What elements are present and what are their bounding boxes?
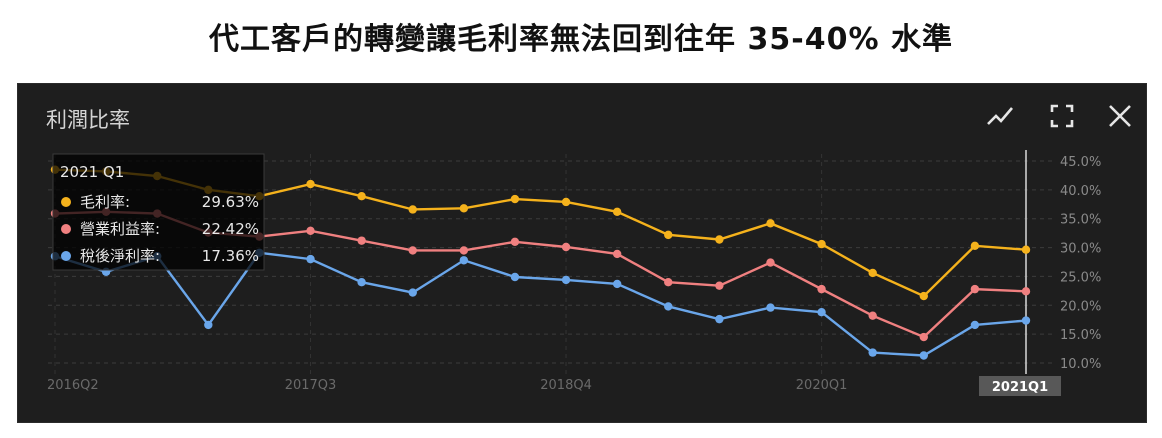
- data-point[interactable]: [868, 348, 877, 357]
- data-point[interactable]: [919, 332, 928, 342]
- data-point[interactable]: [306, 179, 315, 189]
- tooltip-value-gross: 29.63%: [202, 193, 259, 211]
- chart-panel: 利潤比率 2016Q2 2017Q3 2018Q4 2020Q1 2021Q1 10.0…: [17, 83, 1147, 423]
- data-point[interactable]: [715, 281, 724, 290]
- data-point[interactable]: [459, 204, 469, 213]
- data-point[interactable]: [357, 236, 366, 245]
- data-point[interactable]: [664, 278, 673, 287]
- y-tick-label: 30.0%: [1060, 242, 1101, 257]
- data-point[interactable]: [817, 284, 826, 294]
- data-point[interactable]: [510, 237, 520, 246]
- data-point[interactable]: [204, 320, 213, 330]
- data-point[interactable]: [970, 241, 980, 251]
- x-tick-label: 2017Q3: [285, 378, 337, 393]
- data-point[interactable]: [664, 302, 673, 311]
- data-point[interactable]: [357, 192, 366, 201]
- tooltip-label-net: 稅後淨利率:: [80, 247, 160, 265]
- data-point[interactable]: [766, 258, 775, 267]
- data-point[interactable]: [459, 256, 469, 265]
- series-line-2: [54, 251, 1027, 357]
- data-point[interactable]: [664, 230, 673, 240]
- data-point[interactable]: [612, 249, 622, 259]
- panel-title: 利潤比率: [46, 108, 130, 132]
- tooltip-dot-gross: [61, 197, 71, 207]
- y-tick-label: 40.0%: [1060, 184, 1101, 199]
- x-highlight-label: 2021Q1: [992, 380, 1048, 395]
- y-tick-label: 45.0%: [1060, 155, 1101, 170]
- data-point[interactable]: [561, 275, 571, 285]
- data-point[interactable]: [612, 207, 622, 216]
- x-axis: 2016Q2 2017Q3 2018Q4 2020Q1 2021Q1: [47, 376, 1061, 396]
- x-tick-label: 2016Q2: [47, 378, 99, 393]
- tooltip-value-net: 17.36%: [202, 247, 259, 265]
- tooltip-dot-operating: [61, 224, 71, 234]
- data-point[interactable]: [612, 279, 622, 289]
- x-tick-label: 2018Q4: [540, 378, 592, 393]
- x-highlight-label-bg: [979, 376, 1061, 396]
- data-point[interactable]: [408, 288, 417, 297]
- tooltip-label-gross: 毛利率:: [80, 193, 130, 211]
- data-point[interactable]: [817, 239, 826, 249]
- data-point[interactable]: [715, 235, 724, 244]
- data-point[interactable]: [919, 291, 928, 301]
- data-point[interactable]: [766, 219, 775, 228]
- data-point[interactable]: [561, 242, 571, 252]
- data-point[interactable]: [306, 226, 315, 236]
- grid: [48, 150, 1054, 374]
- data-point[interactable]: [510, 272, 520, 282]
- y-tick-label: 25.0%: [1060, 270, 1101, 285]
- data-point[interactable]: [408, 246, 417, 255]
- tooltip-dot-net: [61, 251, 71, 261]
- data-point[interactable]: [1021, 316, 1031, 325]
- data-point[interactable]: [1021, 287, 1031, 296]
- line-chart: 2016Q2 2017Q3 2018Q4 2020Q1 2021Q1 10.0% 15.0…: [47, 150, 1101, 396]
- data-point[interactable]: [715, 314, 724, 324]
- data-point[interactable]: [561, 197, 571, 207]
- y-tick-label: 15.0%: [1060, 328, 1101, 343]
- data-point[interactable]: [970, 284, 980, 294]
- data-point[interactable]: [919, 351, 928, 360]
- x-tick-label: 2020Q1: [796, 378, 848, 393]
- data-point[interactable]: [868, 311, 877, 320]
- tooltip: 2021 Q1 毛利率: 29.63% 營業利益率: 22.42% 稅後淨利率:…: [52, 153, 265, 271]
- data-point[interactable]: [408, 205, 417, 214]
- line-chart-icon[interactable]: [986, 102, 1014, 130]
- close-icon[interactable]: [1106, 102, 1134, 130]
- data-point[interactable]: [1021, 245, 1031, 254]
- y-axis: 10.0% 15.0% 20.0% 25.0% 30.0% 35.0% 40.0% 45.0%: [1060, 155, 1101, 372]
- headline: 代工客戶的轉變讓毛利率無法回到往年 35-40% 水準: [209, 22, 953, 57]
- data-point[interactable]: [868, 268, 877, 278]
- y-tick-label: 20.0%: [1060, 299, 1101, 314]
- data-point[interactable]: [357, 278, 366, 287]
- data-point[interactable]: [817, 308, 826, 317]
- y-tick-label: 35.0%: [1060, 213, 1101, 228]
- tooltip-label-operating: 營業利益率:: [80, 220, 160, 238]
- data-point[interactable]: [306, 254, 315, 264]
- y-tick-label: 10.0%: [1060, 357, 1101, 372]
- data-point[interactable]: [970, 320, 980, 330]
- data-point[interactable]: [459, 246, 469, 255]
- data-point[interactable]: [766, 303, 775, 312]
- tooltip-period: 2021 Q1: [60, 163, 124, 181]
- data-point[interactable]: [510, 194, 520, 204]
- fullscreen-icon[interactable]: [1048, 102, 1076, 130]
- tooltip-value-operating: 22.42%: [202, 220, 259, 238]
